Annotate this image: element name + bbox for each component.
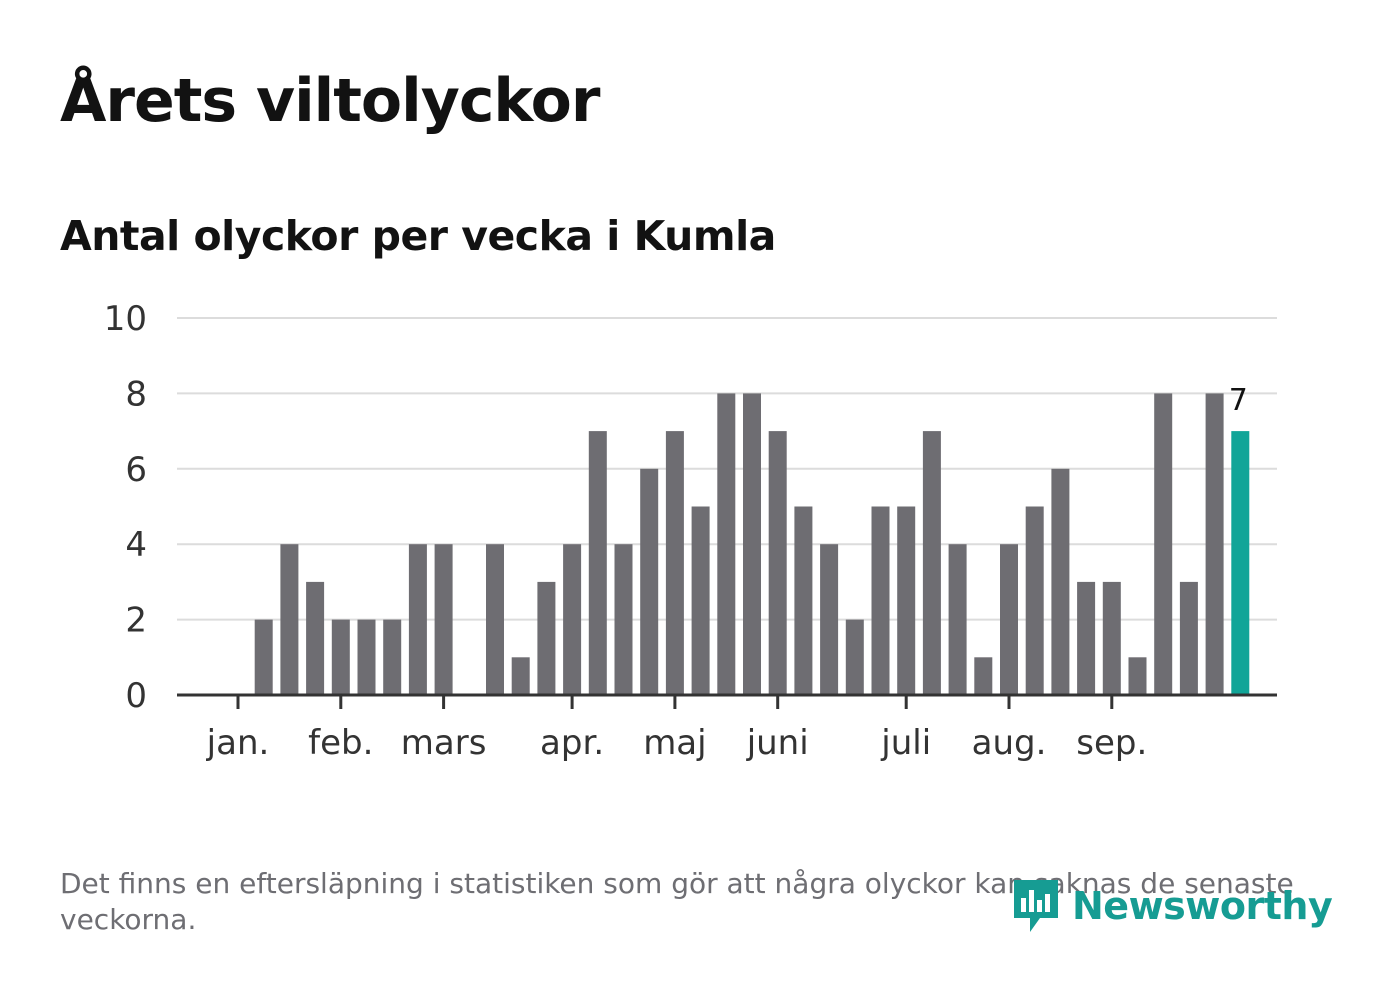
bar (614, 544, 633, 695)
bar (1205, 393, 1224, 695)
bar (820, 544, 839, 695)
x-tick-label: feb. (308, 723, 373, 763)
x-tick-label: juli (880, 723, 931, 763)
bar (408, 544, 427, 695)
brand-name: Newsworthy (1072, 884, 1333, 928)
y-tick-label: 2 (125, 601, 147, 641)
bar (331, 619, 350, 695)
bar (1179, 581, 1198, 695)
bar (357, 619, 376, 695)
bar (1025, 506, 1044, 695)
bar (588, 431, 607, 695)
data-label: 7 (1229, 383, 1248, 418)
bar (1077, 581, 1096, 695)
bar (1128, 657, 1147, 695)
bar (922, 431, 941, 695)
x-tick-label: sep. (1076, 723, 1147, 763)
bar (665, 431, 684, 695)
bar (1051, 468, 1070, 695)
bar (897, 506, 916, 695)
chart-subtitle: Antal olyckor per vecka i Kumla (60, 212, 776, 260)
newsworthy-icon (1014, 880, 1058, 932)
bar (794, 506, 813, 695)
x-tick-label: mars (401, 723, 487, 763)
bar (1154, 393, 1173, 695)
bar (306, 581, 325, 695)
y-tick-label: 6 (125, 450, 147, 490)
bar (871, 506, 890, 695)
bar (563, 544, 582, 695)
bar (511, 657, 530, 695)
y-tick-label: 8 (125, 374, 147, 414)
bar (1102, 581, 1121, 695)
footnote: Det finns en eftersläpning i statistiken… (60, 867, 1294, 936)
bar (743, 393, 761, 695)
bar (280, 544, 299, 695)
bar (948, 544, 967, 695)
highlight-bar (1231, 431, 1250, 695)
bar (974, 657, 993, 695)
x-tick-label: jan. (206, 723, 270, 763)
bar (537, 581, 556, 695)
y-tick-label: 0 (125, 676, 147, 716)
x-tick-label: juni (746, 723, 809, 763)
bar (254, 619, 273, 695)
y-tick-label: 10 (104, 299, 147, 339)
bar (768, 431, 787, 695)
x-tick-label: apr. (540, 723, 604, 763)
bar (717, 393, 736, 695)
bar (486, 544, 504, 695)
x-tick-label: aug. (972, 723, 1047, 763)
bar (383, 619, 402, 695)
y-tick-label: 4 (125, 525, 147, 565)
bar (434, 544, 453, 695)
bar (691, 506, 710, 695)
bar (640, 468, 659, 695)
bar (1000, 544, 1018, 695)
bar (845, 619, 864, 695)
chart-title: Årets viltolyckor (60, 66, 600, 136)
newsworthy-logo: Newsworthy (1010, 876, 1333, 936)
x-tick-label: maj (643, 723, 706, 763)
